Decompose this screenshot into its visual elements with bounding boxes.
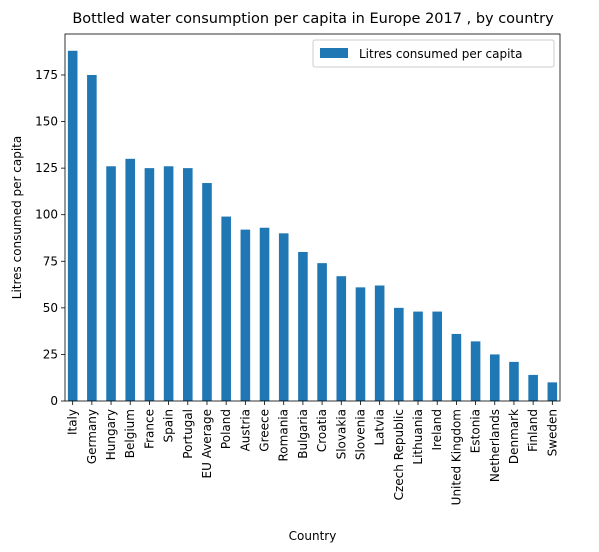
bar bbox=[451, 333, 462, 401]
bars bbox=[67, 50, 558, 401]
x-tick-label: Slovakia bbox=[334, 409, 348, 459]
plot-frame bbox=[64, 33, 561, 402]
bar bbox=[278, 233, 289, 401]
x-tick-label: Poland bbox=[219, 409, 233, 449]
y-tick-label: 0 bbox=[50, 394, 58, 408]
x-tick-label: Greece bbox=[258, 409, 272, 452]
x-tick-label: Netherlands bbox=[488, 409, 502, 482]
bar bbox=[87, 74, 97, 401]
y-tick-label: 50 bbox=[43, 301, 58, 315]
bar bbox=[394, 307, 404, 401]
x-tick-label: Portugal bbox=[181, 409, 195, 459]
y-tick-label: 100 bbox=[35, 208, 58, 222]
bar bbox=[547, 382, 558, 401]
bar bbox=[509, 361, 519, 401]
x-tick-label: Spain bbox=[162, 409, 176, 443]
x-tick-label: Germany bbox=[85, 409, 99, 464]
bar bbox=[298, 251, 308, 401]
bar bbox=[240, 229, 251, 401]
legend-box bbox=[312, 39, 555, 68]
bar bbox=[413, 311, 423, 401]
x-tick-label: Estonia bbox=[469, 409, 483, 453]
x-axis-label: Country bbox=[289, 529, 337, 543]
bar bbox=[489, 354, 500, 401]
x-tick-label: Hungary bbox=[104, 409, 118, 460]
x-tick-label: EU Average bbox=[200, 409, 214, 478]
bar bbox=[144, 168, 155, 401]
x-tick-label: Italy bbox=[66, 409, 80, 435]
bar bbox=[163, 166, 174, 401]
y-tick-label: 25 bbox=[43, 347, 58, 361]
x-tick-label: Finland bbox=[526, 409, 540, 452]
x-tick-label: Ireland bbox=[430, 409, 444, 451]
x-tick-label: Bulgaria bbox=[296, 409, 310, 459]
x-tick-label: Lithuania bbox=[411, 409, 425, 465]
x-tick-label: Latvia bbox=[373, 409, 387, 446]
chart-title: Bottled water consumption per capita in … bbox=[72, 11, 554, 27]
bar bbox=[202, 183, 212, 401]
x-tick-label: France bbox=[142, 409, 156, 449]
bar bbox=[106, 166, 116, 401]
x-tick-label: Romania bbox=[277, 409, 291, 461]
y-tick-label: 175 bbox=[35, 68, 58, 82]
x-tick-label: United Kingdom bbox=[449, 409, 463, 505]
bar bbox=[221, 216, 231, 401]
bar bbox=[125, 158, 136, 401]
y-axis-label: Litres consumed per capita bbox=[10, 136, 24, 299]
x-axis-ticks: Italy Germany Hungary Belgium France Spain Por… bbox=[66, 401, 559, 505]
bar bbox=[67, 50, 78, 401]
legend: Litres consumed per capita bbox=[312, 39, 555, 68]
legend-entry: Litres consumed per capita bbox=[359, 47, 522, 61]
x-tick-label: Denmark bbox=[507, 409, 521, 464]
x-tick-label: Sweden bbox=[545, 409, 559, 456]
x-tick-label: Croatia bbox=[315, 409, 329, 452]
x-tick-label: Czech Republic bbox=[392, 409, 406, 500]
bar bbox=[336, 276, 347, 401]
bar bbox=[470, 341, 481, 401]
x-tick-label: Slovenia bbox=[353, 409, 367, 460]
bar bbox=[528, 374, 538, 401]
x-tick-label: Austria bbox=[238, 409, 252, 451]
y-axis-ticks: 0 25 50 75 100 125 150 175 bbox=[35, 68, 65, 408]
y-tick-label: 150 bbox=[35, 115, 58, 129]
y-tick-label: 125 bbox=[35, 161, 58, 175]
bar bbox=[355, 287, 366, 401]
legend-swatch bbox=[320, 48, 348, 58]
bar bbox=[432, 311, 443, 401]
x-tick-label: Belgium bbox=[123, 409, 137, 458]
bar bbox=[374, 285, 385, 401]
y-tick-label: 75 bbox=[43, 254, 58, 268]
bar bbox=[317, 263, 327, 401]
bar bbox=[182, 168, 193, 401]
bar bbox=[259, 227, 270, 401]
